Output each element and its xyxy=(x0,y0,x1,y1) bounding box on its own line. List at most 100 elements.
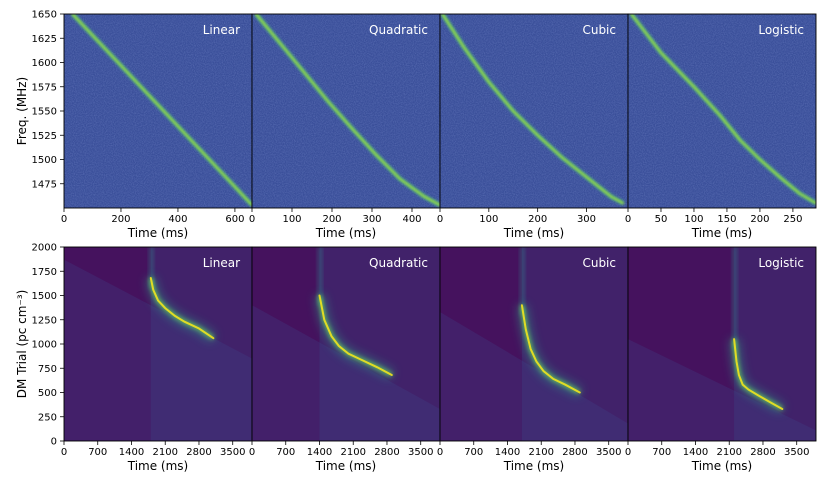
x-tick-label: 300 xyxy=(577,214,596,225)
noise-texture xyxy=(628,14,816,208)
x-axis-label: Time (ms) xyxy=(127,459,189,473)
x-tick-label: 600 xyxy=(225,214,244,225)
x-tick-label: 0 xyxy=(437,214,443,225)
signal-track xyxy=(520,304,581,394)
y-tick-label: 1000 xyxy=(32,340,57,351)
y-tick-label: 1500 xyxy=(32,155,57,166)
panel-frame xyxy=(627,246,817,442)
y-tick-label: 1600 xyxy=(32,58,57,69)
x-tick-label: 0 xyxy=(249,214,255,225)
x-tick-label: 0 xyxy=(625,214,631,225)
x-tick-label: 2100 xyxy=(717,447,742,458)
x-tick-label: 700 xyxy=(276,447,295,458)
panel-title: Logistic xyxy=(758,23,804,37)
x-axis-label: Time (ms) xyxy=(691,459,753,473)
x-tick-label: 2800 xyxy=(750,447,775,458)
y-tick-label: 1750 xyxy=(32,267,57,278)
x-tick-label: 100 xyxy=(282,214,301,225)
signal-track xyxy=(71,14,252,207)
diagonal-band xyxy=(252,305,440,441)
x-tick-label: 200 xyxy=(750,214,769,225)
diagonal-band xyxy=(628,339,816,441)
x-axis-label: Time (ms) xyxy=(503,226,565,240)
y-tick-label: 1650 xyxy=(32,10,57,21)
y-tick-label: 1250 xyxy=(32,315,57,326)
y-tick-label: 1475 xyxy=(32,179,57,190)
x-tick-label: 3500 xyxy=(408,447,433,458)
x-tick-label: 3500 xyxy=(784,447,809,458)
dm-axis-label: DM Trial (pc cm⁻³) xyxy=(15,290,29,399)
y-tick-label: 1550 xyxy=(32,107,57,118)
y-tick-label: 2000 xyxy=(32,243,57,254)
noise-texture xyxy=(64,14,252,208)
x-tick-label: 400 xyxy=(402,214,421,225)
y-tick-label: 250 xyxy=(38,412,57,423)
spectra-panel-logistic: Logistic 0 50 100 150 200 250 Time (ms) xyxy=(625,13,817,240)
signal-track xyxy=(630,14,816,205)
x-tick-label: 1400 xyxy=(307,447,332,458)
dm_trials-panel-logistic: Logistic 0 700 1400 2100 2800 3500 Time (ms) xyxy=(625,246,817,473)
x-tick-label: 700 xyxy=(464,447,483,458)
y-tick-label: 1525 xyxy=(32,131,57,142)
vertical-band xyxy=(150,247,252,441)
vertical-streak xyxy=(317,247,323,306)
x-tick-label: 1400 xyxy=(683,447,708,458)
dm_trials-panel-linear: Linear 0 700 1400 2100 2800 3500 Time (ms) xyxy=(61,246,253,473)
x-tick-label: 0 xyxy=(249,447,255,458)
y-tick-label: 1575 xyxy=(32,82,57,93)
vertical-band xyxy=(521,247,628,441)
spectra-panel-quadratic: Quadratic 0 100 200 300 400 Time (ms) xyxy=(249,13,441,240)
panel-background xyxy=(64,247,252,441)
panel-title: Quadratic xyxy=(369,256,428,270)
vertical-streak xyxy=(148,247,154,289)
x-tick-label: 2100 xyxy=(341,447,366,458)
x-tick-label: 150 xyxy=(717,214,736,225)
x-axis-label: Time (ms) xyxy=(315,459,377,473)
signal-track xyxy=(441,14,625,205)
x-axis-label: Time (ms) xyxy=(315,226,377,240)
x-tick-label: 700 xyxy=(88,447,107,458)
x-tick-label: 200 xyxy=(528,214,547,225)
x-tick-label: 200 xyxy=(322,214,341,225)
vertical-band xyxy=(734,247,816,441)
freq-axis-label: Freq. (MHz) xyxy=(15,77,29,145)
signal-track xyxy=(733,338,784,410)
x-tick-label: 2800 xyxy=(186,447,211,458)
signal-track xyxy=(254,14,440,207)
y-tick-label: 1625 xyxy=(32,34,57,45)
y-tick-label: 500 xyxy=(38,388,57,399)
panel-title: Cubic xyxy=(582,23,616,37)
spectra-panel-cubic: Cubic 0 100 200 300 Time (ms) xyxy=(437,13,629,240)
x-tick-label: 2100 xyxy=(529,447,554,458)
x-tick-label: 3500 xyxy=(220,447,245,458)
x-tick-label: 2800 xyxy=(374,447,399,458)
panel-background xyxy=(628,247,816,441)
x-tick-label: 200 xyxy=(111,214,130,225)
x-tick-label: 2800 xyxy=(562,447,587,458)
x-tick-label: 100 xyxy=(684,214,703,225)
diagonal-band xyxy=(64,259,252,441)
y-tick-label: 750 xyxy=(38,364,57,375)
x-tick-label: 1400 xyxy=(119,447,144,458)
spectra-panel-linear: Linear 0 200 400 600 Time (ms) xyxy=(61,13,253,240)
signal-track xyxy=(149,277,215,340)
x-tick-label: 0 xyxy=(61,447,67,458)
panel-background xyxy=(252,247,440,441)
panel-title: Quadratic xyxy=(369,23,428,37)
x-tick-label: 0 xyxy=(437,447,443,458)
panel-title: Cubic xyxy=(582,256,616,270)
diagonal-band xyxy=(440,311,628,441)
x-tick-label: 400 xyxy=(168,214,187,225)
x-tick-label: 3500 xyxy=(596,447,621,458)
dm_trials-panel-quadratic: Quadratic 0 700 1400 2100 2800 3500 Time (ms) xyxy=(249,246,441,473)
x-tick-label: 700 xyxy=(652,447,671,458)
x-axis-label: Time (ms) xyxy=(691,226,753,240)
panel-title: Linear xyxy=(203,23,240,37)
x-tick-label: 0 xyxy=(61,214,67,225)
vertical-streak xyxy=(519,247,525,316)
x-axis-label: Time (ms) xyxy=(127,226,189,240)
noise-texture xyxy=(440,14,628,208)
signal-track xyxy=(318,294,393,376)
panel-frame xyxy=(627,13,817,209)
